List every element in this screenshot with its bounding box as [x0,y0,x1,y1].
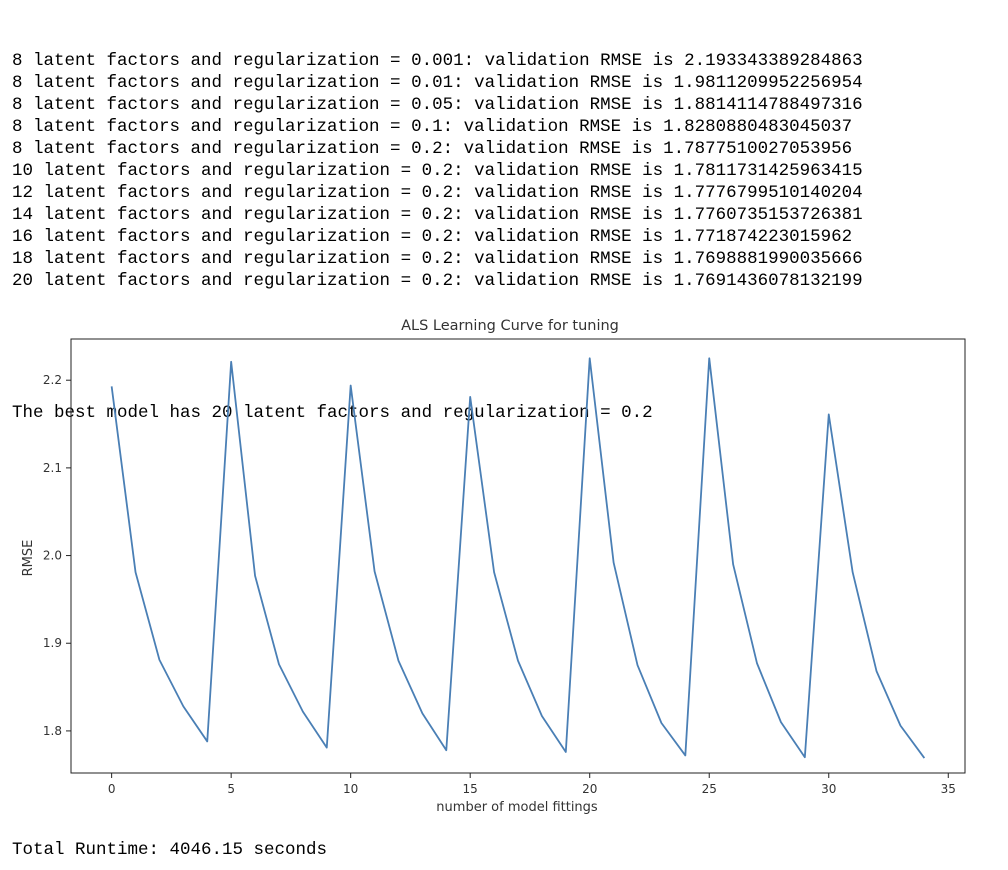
log-line: 20 latent factors and regularization = 0… [12,271,863,291]
log-line: 8 latent factors and regularization = 0.… [12,51,863,71]
rmse-log-lines: 8 latent factors and regularization = 0.… [12,50,863,292]
axes: 0 5 10 15 20 25 30 35 1.8 1.9 2.0 2.1 2.2 [43,338,966,796]
x-tick-label: 10 [343,782,358,796]
chart-title: ALS Learning Curve for tuning [401,318,619,334]
runtime-line: Total Runtime: 4046.15 seconds [12,840,328,860]
log-line: 16 latent factors and regularization = 0… [12,227,853,247]
y-axis-label: RMSE [21,540,36,577]
log-line: 18 latent factors and regularization = 0… [12,249,863,269]
x-tick-label: 35 [941,782,956,796]
y-tick-label: 1.9 [43,636,62,650]
y-tick-label: 2.2 [43,373,62,387]
x-tick-label: 30 [821,782,836,796]
x-axis-label: number of model fittings [436,800,598,815]
learning-curve-chart: ALS Learning Curve for tuning number of … [21,318,966,815]
log-line: 8 latent factors and regularization = 0.… [12,117,853,137]
log-line: 14 latent factors and regularization = 0… [12,205,863,225]
y-tick-label: 2.1 [43,461,62,475]
log-line: 8 latent factors and regularization = 0.… [12,139,853,159]
rmse-series-line [110,357,926,759]
x-tick-label: 20 [582,782,597,796]
log-line: 10 latent factors and regularization = 0… [12,161,863,181]
x-tick-label: 5 [227,782,235,796]
y-tick-label: 1.8 [43,724,62,738]
x-tick-label: 25 [702,782,717,796]
output-log: 8 latent factors and regularization = 0.… [12,6,863,446]
x-tick-label: 0 [108,782,116,796]
log-line: 12 latent factors and regularization = 0… [12,183,863,203]
x-tick-label: 15 [463,782,478,796]
log-line: 8 latent factors and regularization = 0.… [12,95,863,115]
series [110,357,926,759]
log-line: 8 latent factors and regularization = 0.… [12,73,863,93]
plot-frame [70,338,966,774]
y-tick-label: 2.0 [43,549,62,563]
